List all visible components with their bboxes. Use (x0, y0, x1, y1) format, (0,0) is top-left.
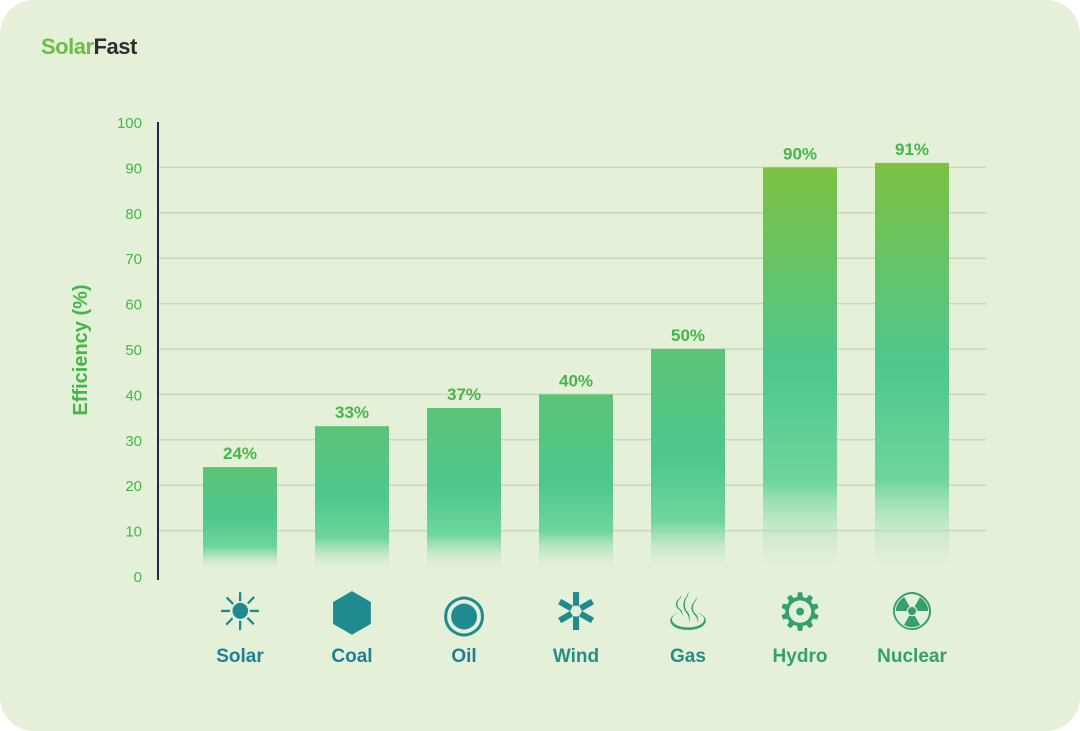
data-label: 90% (783, 144, 817, 163)
y-tick-label: 60 (125, 297, 142, 314)
bar-coal (315, 426, 389, 570)
oil-icon: ◉ (441, 584, 486, 642)
y-tick-label: 50 (125, 342, 142, 359)
y-tick-label: 30 (125, 433, 142, 450)
bar-nuclear (875, 162, 949, 571)
y-tick-label: 80 (125, 206, 142, 223)
data-label: 33% (335, 403, 369, 422)
bar-solar (203, 467, 277, 570)
x-tick-label: Hydro (773, 646, 828, 667)
x-tick-label: Wind (553, 646, 599, 667)
data-label: 50% (671, 326, 705, 345)
y-tick-label: 90 (125, 160, 142, 177)
brand-logo: SolarFast (41, 34, 137, 60)
nuclear-plant-icon: ☢ (889, 584, 936, 642)
x-tick-label: Oil (451, 646, 476, 667)
y-tick-label: 40 (125, 387, 142, 404)
bar-oil (427, 408, 501, 570)
gas-flame-icon: ♨ (665, 584, 712, 642)
data-label: 91% (895, 140, 929, 159)
bar-wind (539, 394, 613, 570)
data-label: 24% (223, 444, 257, 463)
data-label: 37% (447, 385, 481, 404)
brand-fast: Fast (93, 34, 138, 59)
y-tick-label: 70 (125, 251, 142, 268)
data-label: 40% (559, 371, 593, 390)
y-tick-label: 0 (134, 569, 142, 586)
wind-turbine-icon: ✲ (554, 584, 598, 642)
y-tick-label: 20 (125, 478, 142, 495)
y-tick-label: 10 (125, 524, 142, 541)
x-tick-label: Gas (670, 646, 706, 667)
y-axis-label: Efficiency (%) (70, 284, 92, 415)
hydro-icon: ⚙ (777, 584, 824, 642)
solar-panel-icon: ☀ (217, 584, 264, 642)
y-tick-label: 100 (117, 115, 142, 132)
coal-icon: ⬢ (329, 584, 374, 642)
brand-solar: Solar (41, 34, 94, 59)
x-tick-label: Solar (216, 646, 264, 667)
x-tick-label: Nuclear (877, 646, 947, 667)
bar-hydro (763, 167, 837, 570)
bar-gas (651, 349, 725, 570)
x-tick-label: Coal (331, 646, 372, 667)
